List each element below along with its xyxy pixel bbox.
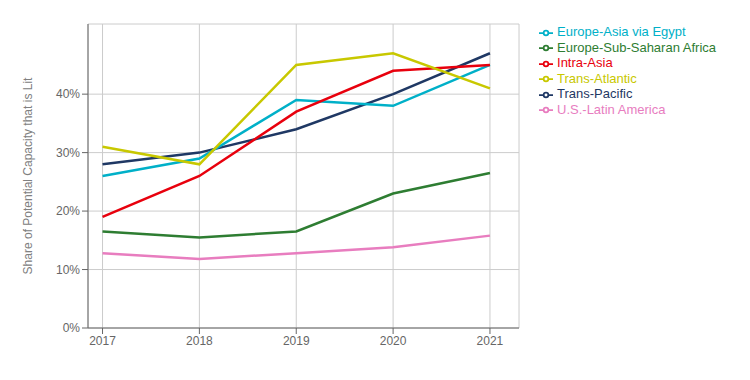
svg-text:30%: 30% bbox=[56, 146, 80, 160]
svg-text:0%: 0% bbox=[63, 321, 81, 335]
html-text:Intra-Asia: Intra-Asia bbox=[557, 55, 613, 71]
html-text:Trans-Pacific: Trans-Pacific bbox=[557, 86, 633, 102]
svg-text:10%: 10% bbox=[56, 263, 80, 277]
svg-text:40%: 40% bbox=[56, 87, 80, 101]
svg-text:2017: 2017 bbox=[89, 334, 116, 348]
html-text:Europe-Sub-Saharan Africa: Europe-Sub-Saharan Africa bbox=[557, 39, 716, 55]
svg-text:Share of Potential Capacity th: Share of Potential Capacity that is Lit bbox=[21, 77, 35, 274]
html-text:U.S.-Latin America: U.S.-Latin America bbox=[557, 101, 666, 117]
svg-text:2021: 2021 bbox=[477, 334, 504, 348]
svg-text:20%: 20% bbox=[56, 204, 80, 218]
svg-text:2020: 2020 bbox=[380, 334, 407, 348]
svg-text:2018: 2018 bbox=[186, 334, 213, 348]
svg-text:2019: 2019 bbox=[283, 334, 310, 348]
html-text:Trans-Atlantic: Trans-Atlantic bbox=[557, 70, 637, 86]
html-text:Europe-Asia via Egypt: Europe-Asia via Egypt bbox=[557, 24, 686, 39]
